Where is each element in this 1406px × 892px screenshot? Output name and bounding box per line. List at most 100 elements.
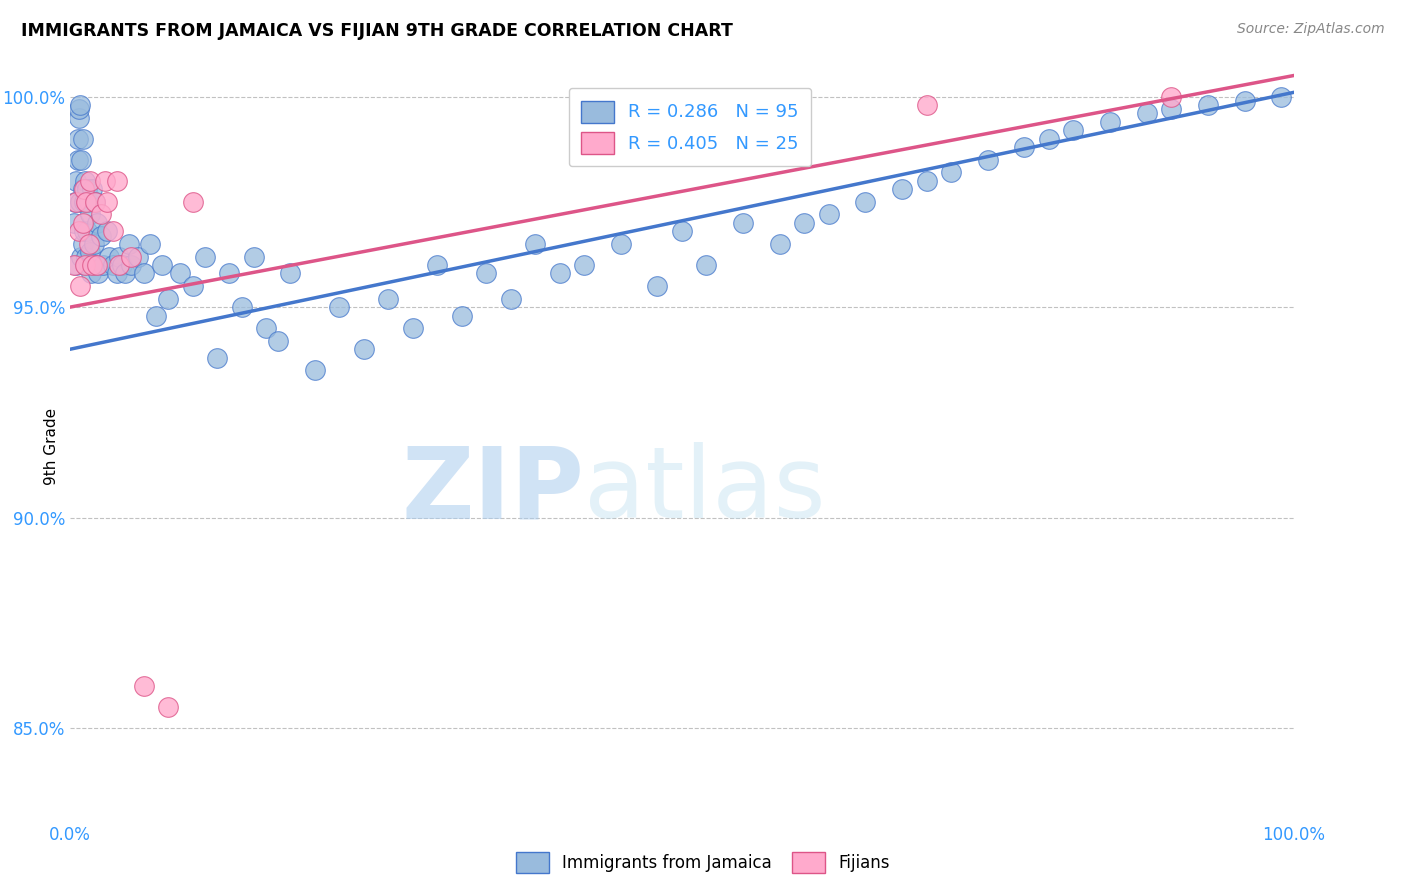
Point	[132, 679, 155, 693]
Point	[76, 182, 98, 196]
Point	[1197, 98, 1219, 112]
Point	[63, 258, 86, 272]
Point	[75, 250, 97, 264]
Point	[101, 224, 124, 238]
Point	[65, 174, 87, 188]
Point	[75, 194, 97, 209]
Point	[86, 258, 108, 272]
Point	[254, 321, 277, 335]
Point	[83, 194, 105, 209]
Point	[75, 194, 97, 209]
Point	[114, 267, 136, 281]
Point	[647, 279, 669, 293]
Point	[145, 309, 167, 323]
Point	[855, 194, 877, 209]
Y-axis label: 9th Grade: 9th Grade	[44, 408, 59, 484]
Point	[610, 236, 633, 251]
Legend: Immigrants from Jamaica, Fijians: Immigrants from Jamaica, Fijians	[509, 846, 897, 880]
Point	[101, 258, 124, 272]
Text: ZIP: ZIP	[401, 442, 583, 540]
Point	[84, 258, 107, 272]
Point	[63, 194, 86, 209]
Point	[150, 258, 173, 272]
Point	[118, 236, 141, 251]
Point	[1062, 123, 1084, 137]
Point	[80, 267, 103, 281]
Point	[77, 194, 100, 209]
Point	[76, 224, 98, 238]
Point	[73, 224, 96, 238]
Point	[695, 258, 717, 272]
Point	[72, 216, 94, 230]
Point	[86, 216, 108, 230]
Point	[157, 292, 180, 306]
Point	[69, 194, 91, 209]
Point	[205, 351, 228, 365]
Point	[63, 216, 86, 230]
Point	[90, 228, 112, 243]
Point	[891, 182, 914, 196]
Point	[83, 236, 105, 251]
Point	[65, 258, 87, 272]
Point	[218, 267, 240, 281]
Point	[96, 194, 118, 209]
Point	[82, 182, 104, 196]
Point	[1014, 140, 1036, 154]
Point	[499, 292, 522, 306]
Point	[181, 194, 204, 209]
Point	[73, 182, 96, 196]
Point	[111, 258, 134, 272]
Point	[548, 267, 571, 281]
Point	[524, 236, 547, 251]
Point	[79, 174, 101, 188]
Point	[82, 258, 104, 272]
Point	[915, 98, 938, 112]
Point	[377, 292, 399, 306]
Point	[67, 224, 90, 238]
Point	[70, 250, 93, 264]
Point	[939, 165, 962, 179]
Point	[66, 153, 89, 167]
Point	[475, 267, 498, 281]
Point	[127, 250, 149, 264]
Point	[72, 236, 94, 251]
Point	[65, 194, 87, 209]
Point	[69, 98, 91, 112]
Point	[91, 258, 114, 272]
Point	[231, 300, 253, 314]
Text: IMMIGRANTS FROM JAMAICA VS FIJIAN 9TH GRADE CORRELATION CHART: IMMIGRANTS FROM JAMAICA VS FIJIAN 9TH GR…	[21, 22, 733, 40]
Point	[121, 258, 143, 272]
Point	[353, 342, 375, 356]
Point	[169, 267, 191, 281]
Point	[572, 258, 595, 272]
Point	[769, 236, 792, 251]
Point	[93, 174, 115, 188]
Point	[72, 182, 94, 196]
Point	[87, 267, 110, 281]
Point	[1233, 94, 1256, 108]
Point	[181, 279, 204, 293]
Point	[67, 111, 90, 125]
Point	[976, 153, 998, 167]
Point	[1270, 89, 1292, 103]
Point	[72, 132, 94, 146]
Point	[79, 207, 101, 221]
Point	[817, 207, 839, 221]
Point	[73, 174, 96, 188]
Point	[304, 363, 326, 377]
Point	[426, 258, 449, 272]
Point	[70, 153, 93, 167]
Point	[450, 309, 472, 323]
Point	[243, 250, 266, 264]
Point	[108, 258, 131, 272]
Point	[66, 132, 89, 146]
Text: atlas: atlas	[583, 442, 825, 540]
Point	[77, 236, 100, 251]
Point	[83, 194, 105, 209]
Point	[98, 250, 121, 264]
Point	[132, 267, 155, 281]
Point	[328, 300, 350, 314]
Point	[1038, 132, 1060, 146]
Point	[73, 194, 96, 209]
Point	[73, 258, 96, 272]
